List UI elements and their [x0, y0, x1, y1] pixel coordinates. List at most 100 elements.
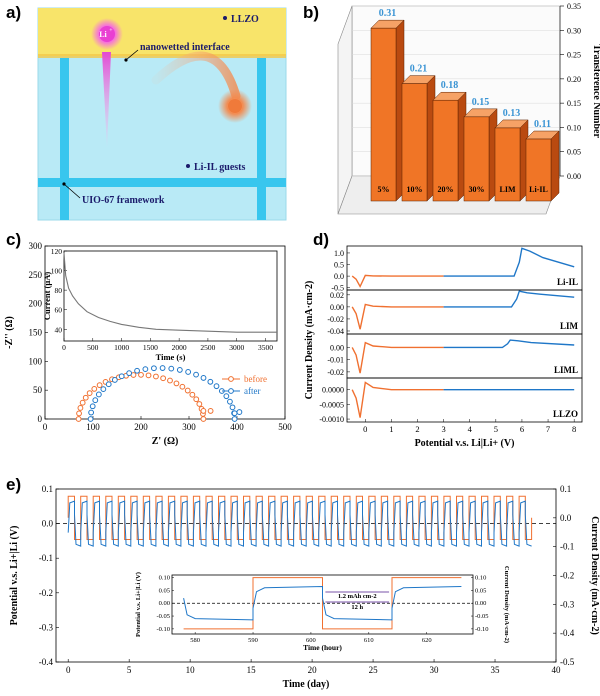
inset-x-tick-label: 0	[62, 343, 66, 352]
x-tick-label: 1	[389, 424, 393, 434]
nyquist-point	[92, 397, 99, 404]
bullet-dot	[223, 16, 227, 20]
bar-category-label: LIM	[500, 185, 516, 194]
inset-y2-axis-label: Current Density (mA·cm-2)	[503, 566, 510, 643]
y-tick-label: 0	[38, 414, 43, 424]
y-tick-label: 0.00	[330, 343, 344, 352]
panel-letter-e: e)	[6, 475, 21, 494]
nyquist-point	[145, 372, 152, 379]
y-tick-label: -0.5	[331, 284, 344, 293]
y-tick-label: -0.02	[327, 368, 344, 377]
y-tick-label: -0.01	[327, 356, 344, 365]
x-tick-label: 0	[66, 665, 71, 675]
inset-y2-tick-label: 0.00	[475, 600, 486, 607]
nyquist-point	[189, 391, 196, 398]
nyquist-point	[89, 403, 96, 410]
inset-x-tick-label: 1000	[114, 343, 129, 352]
y-tick-label: -0.04	[327, 327, 344, 336]
annotation-capacity: 1.2 mAh cm-2	[338, 593, 377, 600]
x-tick-label: 40	[552, 665, 562, 675]
x-tick-label: 20	[308, 665, 318, 675]
x-axis-label: Potential v.s. Li|Li+ (V)	[415, 438, 515, 449]
subplot-liml: -0.02 -0.01 0.00 LIML	[327, 333, 583, 379]
inset-y-axis-label: Potential v.s. Li+|Li (V)	[135, 572, 142, 637]
x-tick-label: 0	[363, 424, 367, 434]
inset-x-tick-label: 610	[364, 637, 374, 644]
inset-y-tick-label: 100	[51, 267, 63, 276]
y-tick-label: 0.30	[567, 26, 581, 35]
nyquist-point	[207, 408, 214, 414]
interface-leader	[125, 49, 139, 61]
nyquist-point	[151, 365, 157, 372]
y-tick-label: 0.05	[567, 148, 581, 157]
bullet-dot	[186, 164, 190, 168]
inset-x-axis-label: Time (s)	[156, 352, 186, 362]
schematic-panel: Li + LLZO nanowetted interface Li-IL guests U…	[37, 7, 287, 221]
x-tick-label: 400	[230, 422, 244, 432]
inset-y-tick-label: 80	[55, 286, 63, 295]
x-tick-label: 3	[441, 424, 445, 434]
guest-trajectory	[151, 51, 241, 101]
bar-data-label: 0.15	[472, 97, 490, 108]
inset-current-line	[63, 252, 277, 333]
y-tick-label: 0.15	[567, 99, 581, 108]
y-tick-label: 0.25	[567, 51, 581, 60]
nyquist-point	[213, 383, 220, 390]
nyquist-point	[167, 377, 173, 384]
leader-dot	[124, 58, 128, 62]
inset-voltage-wave	[183, 585, 462, 621]
x-tick-label: 0	[43, 422, 48, 432]
llzo-label: LLZO	[231, 14, 259, 25]
nyquist-point	[176, 367, 183, 373]
subplot-llzo: -0.0010 -0.0005 0.0000 0 1 2 3 4 5 6 7 8 LLZO	[319, 377, 583, 434]
y2-axis-label: Current Density (mA·cm-2)	[589, 516, 600, 635]
x-axis-label: Time (day)	[283, 679, 330, 690]
panel-letter-b: b)	[303, 3, 319, 22]
nyquist-point	[100, 386, 107, 393]
nyquist-point	[236, 409, 243, 415]
nyquist-point	[229, 404, 236, 411]
chart-e: 0 5 10 15 20 25 30 35 40 -0.4 -0.3 -0.2 -0.1 0.0 0.1 -0…	[9, 484, 600, 690]
nyquist-point	[200, 408, 207, 414]
nyquist-point	[179, 383, 186, 390]
legend-marker	[228, 376, 234, 382]
y-tick-label: 0.5	[334, 261, 344, 270]
chart-d: -0.50.00.51.0Li-IL-0.04-0.020.000.02LIM-…	[304, 245, 583, 449]
inset-frame	[63, 250, 278, 342]
lsv-blue-line	[443, 247, 575, 277]
lsv-orange-line	[351, 303, 444, 330]
subplot-lim: -0.04 -0.02 0.00 0.02 LIM	[327, 289, 583, 336]
framework-leader	[63, 183, 81, 199]
y2-tick-label: 0.1	[560, 484, 571, 494]
bar-data-label: 0.31	[379, 8, 397, 19]
y-tick-label: 0.1	[42, 484, 53, 494]
legend-label: after	[244, 386, 260, 396]
bar-category-label: Li-IL	[529, 185, 548, 194]
y-tick-label: 0.20	[567, 75, 581, 84]
framework-bar-bottom	[38, 178, 286, 187]
annotation-time: 12 h	[351, 604, 363, 611]
bar-category-label: 5%	[378, 185, 390, 194]
nyquist-point	[91, 385, 98, 392]
inset-x-axis-label: Time (hour)	[303, 643, 342, 652]
x-tick-label: 500	[278, 422, 292, 432]
y-axis-label: Current Density (mA·cm-2)	[304, 281, 315, 400]
nyquist-point	[160, 375, 167, 382]
nyquist-point	[231, 416, 238, 422]
subplot-frame	[346, 245, 583, 291]
bar	[525, 138, 552, 202]
y-tick-label: 0.00	[567, 172, 581, 181]
inset-y2-tick-label: -0.05	[475, 613, 489, 620]
y-tick-label: 0.10	[567, 123, 581, 132]
y-tick-label: -0.0005	[319, 400, 344, 409]
y-tick-label: 100	[29, 356, 43, 366]
inset-y-tick-label: -0.05	[156, 613, 170, 620]
nyquist-point	[86, 390, 93, 397]
nyquist-point	[126, 370, 133, 377]
inset-y-tick-label: 40	[55, 325, 63, 334]
nyquist-point	[193, 396, 200, 403]
li-ion-label: Li	[99, 30, 107, 39]
nyquist-point	[88, 409, 95, 416]
inset-x-tick-label: 620	[422, 637, 432, 644]
